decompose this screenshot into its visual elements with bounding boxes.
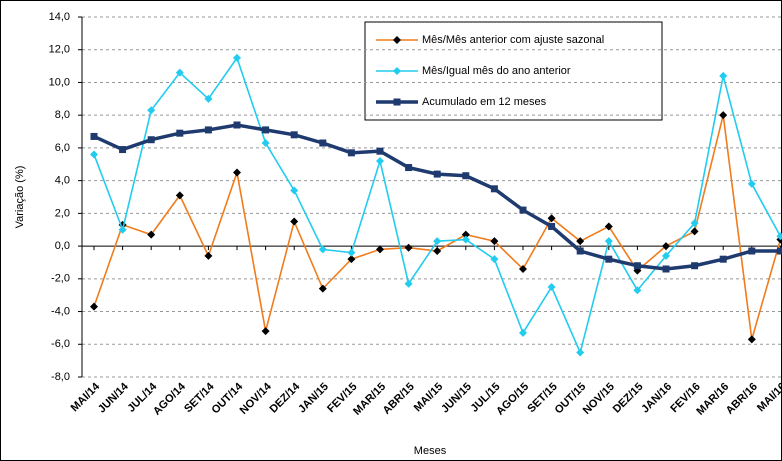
point: [347, 248, 356, 257]
y-tick-label: 2,0: [55, 207, 70, 219]
point: [433, 170, 441, 178]
point: [747, 335, 756, 344]
point: [662, 242, 670, 251]
point: [290, 186, 299, 195]
legend-label: Acumulado em 12 meses: [422, 96, 547, 108]
legend-marker: [393, 36, 401, 44]
y-tick-label: 14,0: [49, 11, 70, 23]
point: [147, 230, 156, 239]
point: [547, 214, 556, 223]
y-axis-title: Variação (%): [14, 166, 26, 229]
point: [461, 230, 470, 239]
point: [519, 328, 527, 337]
x-axis-title: Meses: [414, 445, 447, 457]
y-tick-label: 12,0: [49, 44, 70, 56]
y-tick-label: 10,0: [49, 76, 70, 88]
point: [633, 286, 642, 295]
point: [347, 255, 356, 264]
point: [776, 232, 782, 241]
point: [519, 265, 527, 273]
point: [748, 247, 756, 255]
point: [433, 237, 442, 246]
point: [548, 222, 556, 230]
point: [376, 157, 384, 165]
point: [404, 279, 413, 288]
point: [462, 172, 470, 180]
point: [747, 179, 756, 188]
y-tick-label: -2,0: [51, 273, 70, 285]
point: [262, 126, 270, 134]
point: [576, 348, 585, 357]
point: [204, 251, 213, 260]
point: [719, 71, 728, 80]
point: [547, 283, 556, 291]
y-tick-label: 4,0: [55, 175, 70, 187]
point: [776, 247, 782, 255]
legend-marker: [393, 67, 401, 75]
legend-label: Mês/Mês anterior com ajuste sazonal: [422, 34, 604, 46]
point: [119, 146, 127, 154]
point: [233, 168, 241, 177]
point: [175, 191, 184, 200]
point: [405, 164, 413, 172]
point: [662, 265, 670, 273]
point: [290, 217, 299, 226]
point: [90, 302, 98, 311]
point: [490, 185, 498, 193]
point: [376, 245, 384, 254]
y-tick-label: 8,0: [55, 109, 70, 121]
point: [233, 121, 241, 129]
point: [719, 255, 727, 263]
legend-label: Mês/Igual mês do ano anterior: [422, 65, 571, 77]
point: [576, 237, 585, 246]
point: [147, 136, 155, 144]
point: [318, 245, 327, 254]
point: [90, 150, 98, 159]
point: [318, 284, 327, 293]
point: [604, 222, 613, 231]
point: [290, 131, 298, 139]
point: [261, 327, 270, 336]
point: [690, 219, 699, 228]
y-tick-label: 0,0: [55, 240, 70, 252]
point: [118, 225, 127, 234]
point: [90, 132, 98, 140]
point: [604, 237, 613, 246]
point: [633, 262, 641, 270]
point: [690, 227, 699, 236]
point: [605, 255, 613, 263]
point: [376, 147, 384, 155]
point: [490, 255, 499, 264]
point: [175, 68, 184, 77]
y-tick-label: -4,0: [51, 305, 70, 317]
point: [433, 247, 442, 255]
point: [576, 247, 584, 255]
point: [319, 139, 327, 147]
point: [490, 237, 499, 246]
point: [662, 251, 670, 260]
y-tick-label: -6,0: [51, 338, 70, 350]
point: [404, 243, 413, 252]
y-tick-label: 6,0: [55, 142, 70, 154]
legend-marker: [393, 98, 401, 106]
point: [204, 94, 213, 103]
point: [176, 129, 184, 137]
point: [461, 235, 470, 244]
point: [519, 206, 527, 214]
point: [261, 139, 270, 147]
legend: Mês/Mês anterior com ajuste sazonal Mês/I…: [364, 21, 663, 121]
point: [691, 262, 699, 270]
y-tick-label: -8,0: [51, 371, 70, 383]
point: [147, 106, 156, 115]
point: [719, 111, 728, 120]
point: [233, 53, 241, 62]
point: [347, 149, 355, 157]
point: [204, 126, 212, 134]
